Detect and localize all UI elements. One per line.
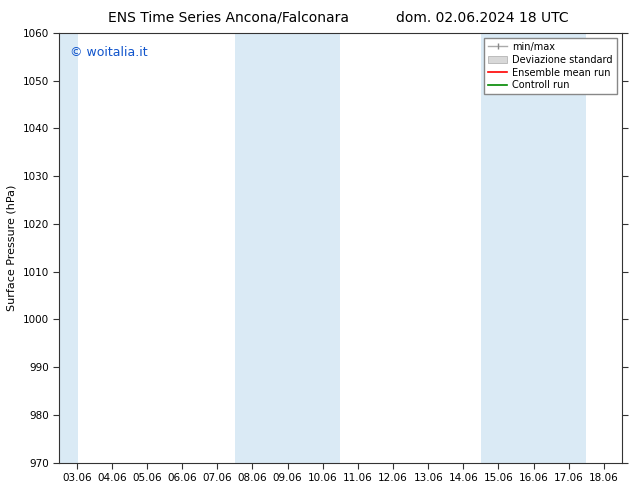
Legend: min/max, Deviazione standard, Ensemble mean run, Controll run: min/max, Deviazione standard, Ensemble m… bbox=[484, 38, 617, 95]
Text: dom. 02.06.2024 18 UTC: dom. 02.06.2024 18 UTC bbox=[396, 11, 568, 25]
Bar bbox=[235, 33, 340, 463]
Text: ENS Time Series Ancona/Falconara: ENS Time Series Ancona/Falconara bbox=[108, 11, 349, 25]
Bar bbox=[481, 33, 586, 463]
Text: © woitalia.it: © woitalia.it bbox=[70, 46, 148, 59]
Bar bbox=[59, 33, 79, 463]
Y-axis label: Surface Pressure (hPa): Surface Pressure (hPa) bbox=[7, 185, 17, 311]
